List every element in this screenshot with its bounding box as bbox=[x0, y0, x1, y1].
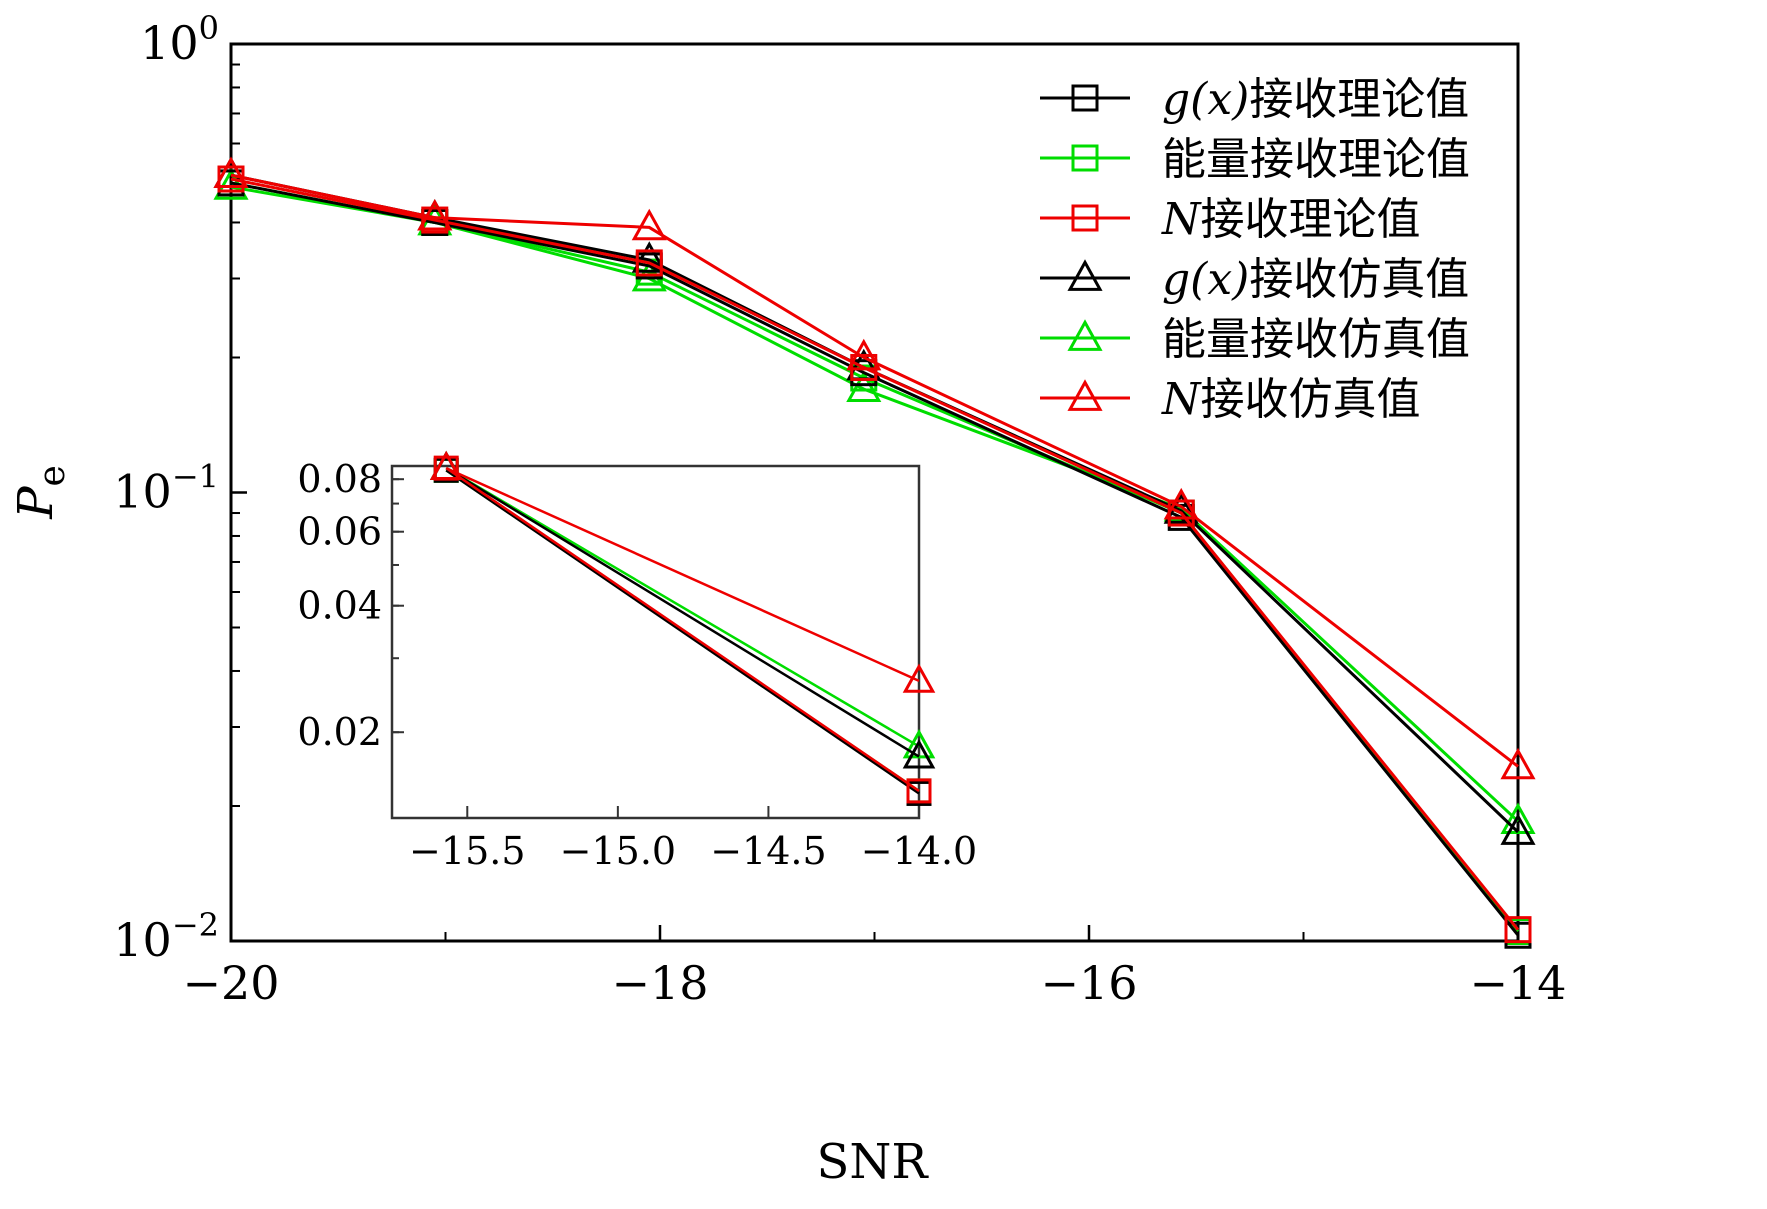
legend: g(x)接收理论值能量接收理论值N接收理论值g(x)接收仿真值能量接收仿真值N接… bbox=[1040, 74, 1470, 425]
inset-series-line bbox=[445, 469, 920, 795]
legend-entry: 能量接收仿真值 bbox=[1040, 314, 1470, 365]
data-point bbox=[846, 338, 882, 371]
data-point bbox=[635, 249, 663, 277]
legend-marker bbox=[1067, 259, 1103, 291]
data-point bbox=[631, 208, 667, 241]
inset-data-point bbox=[902, 739, 936, 769]
legend-label-name: 能量接收仿真值 bbox=[1162, 314, 1470, 365]
legend-label: N接收理论值 bbox=[1161, 194, 1421, 245]
legend-label: N接收仿真值 bbox=[1161, 374, 1421, 425]
data-point bbox=[1500, 813, 1536, 845]
inset-y-tick-label: 0.02 bbox=[297, 710, 382, 754]
data-point bbox=[1500, 747, 1536, 780]
legend-entry: g(x)接收理论值 bbox=[1040, 74, 1469, 125]
y-axis-label: Pe bbox=[8, 465, 73, 520]
y-tick-label: 100 bbox=[140, 9, 219, 70]
inset-plot: 0.08 0.06 0.04 0.02 −15.5 −15.0 −14.5 −14.0 bbox=[297, 450, 977, 873]
legend-label-name: 能量接收理论值 bbox=[1162, 134, 1470, 185]
legend-label: g(x)接收理论值 bbox=[1162, 74, 1469, 125]
legend-label-name: 接收理论值 bbox=[1201, 194, 1421, 245]
x-axis-label: SNR bbox=[816, 1134, 929, 1190]
data-point bbox=[1500, 802, 1536, 835]
inset-frame bbox=[390, 464, 921, 820]
data-point bbox=[213, 156, 249, 188]
data-point bbox=[421, 206, 449, 234]
x-tick-label: −14 bbox=[1469, 956, 1566, 1010]
legend-label-prefix: g(x) bbox=[1162, 74, 1249, 125]
legend-marker bbox=[1071, 204, 1099, 232]
legend-marker bbox=[1067, 379, 1103, 411]
inset-data-point bbox=[902, 729, 936, 759]
legend-entry: 能量接收理论值 bbox=[1040, 134, 1470, 185]
inset-data-point bbox=[902, 663, 936, 693]
legend-label: g(x)接收仿真值 bbox=[1162, 254, 1469, 305]
series-line bbox=[230, 181, 1520, 937]
legend-label-name: 接收理论值 bbox=[1249, 74, 1469, 125]
inset-series-line bbox=[445, 467, 920, 792]
y-tick-label-exponent: −2 bbox=[172, 906, 219, 944]
data-point bbox=[1504, 916, 1532, 944]
inset-series-line bbox=[445, 467, 920, 758]
legend-label-prefix: g(x) bbox=[1162, 254, 1249, 305]
legend-marker bbox=[1067, 319, 1103, 351]
x-tick-label: −20 bbox=[182, 956, 279, 1010]
data-point bbox=[631, 241, 667, 273]
legend-label-prefix: N bbox=[1161, 194, 1202, 245]
inset-y-tick-label: 0.06 bbox=[297, 510, 382, 554]
inset-x-tick-label: −14.5 bbox=[710, 829, 826, 873]
inset-data-point bbox=[906, 778, 932, 804]
inset-y-tick-label: 0.04 bbox=[297, 584, 382, 628]
series-line bbox=[230, 173, 1519, 768]
inset-data-point bbox=[429, 450, 463, 481]
series-line bbox=[230, 177, 1520, 931]
inset-x-tick-label: −15.0 bbox=[560, 829, 676, 873]
y-axis-label-main: P bbox=[8, 486, 64, 520]
y-tick-label-exponent: 0 bbox=[199, 9, 219, 47]
legend-entry: g(x)接收仿真值 bbox=[1040, 254, 1469, 305]
y-axis-label-subscript: e bbox=[32, 465, 73, 486]
y-tick-label-base: 10 bbox=[113, 465, 172, 519]
y-tick-label-base: 10 bbox=[140, 16, 199, 70]
x-tick-label: −16 bbox=[1040, 956, 1137, 1010]
data-point bbox=[1163, 487, 1199, 520]
data-point bbox=[846, 370, 882, 402]
legend-label-name: 接收仿真值 bbox=[1201, 374, 1421, 425]
y-tick-label: 10−2 bbox=[113, 906, 219, 967]
y-tick-label: 10−1 bbox=[113, 458, 219, 519]
x-tick-label: −18 bbox=[611, 956, 708, 1010]
y-tick-label-exponent: −1 bbox=[172, 458, 219, 496]
legend-label-prefix: N bbox=[1161, 374, 1202, 425]
inset-x-tick-label: −14.0 bbox=[861, 829, 977, 873]
legend-marker bbox=[1071, 144, 1099, 172]
inset-y-tick-label: 0.08 bbox=[297, 457, 382, 501]
data-point bbox=[417, 198, 453, 231]
legend-marker bbox=[1071, 84, 1099, 112]
inset-series-line bbox=[445, 466, 920, 682]
legend-label: 能量接收理论值 bbox=[1162, 134, 1470, 185]
legend-entry: N接收理论值 bbox=[1040, 194, 1421, 245]
y-tick-label-base: 10 bbox=[113, 913, 172, 967]
legend-label: 能量接收仿真值 bbox=[1162, 314, 1470, 365]
legend-label-name: 接收仿真值 bbox=[1249, 254, 1469, 305]
inset-series-line bbox=[445, 467, 920, 748]
inset-x-tick-label: −15.5 bbox=[409, 829, 525, 873]
legend-entry: N接收仿真值 bbox=[1040, 374, 1421, 425]
